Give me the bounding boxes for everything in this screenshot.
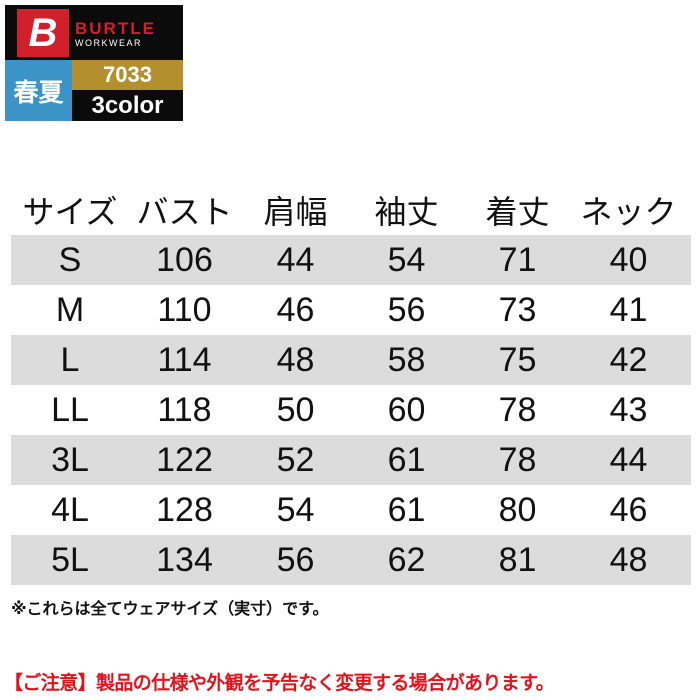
header-neck: ネック (580, 193, 677, 231)
cell-bust: 114 (157, 340, 212, 379)
cell-sleeve: 60 (387, 390, 426, 429)
cell-sleeve: 61 (387, 490, 426, 529)
cell-length: 75 (498, 340, 537, 379)
table-header-row: サイズ バスト 肩幅 袖丈 着丈 ネック (11, 185, 691, 235)
cell-bust: 118 (157, 390, 212, 429)
header-sleeve: 袖丈 (374, 193, 439, 231)
table-row: S 106 44 54 71 40 (11, 235, 691, 285)
brand-name: BURTLE (75, 19, 156, 38)
cell-size: M (55, 290, 85, 329)
table-row: 4L 128 54 61 80 46 (11, 485, 691, 535)
cell-length: 71 (498, 240, 537, 279)
burtle-b-logo-icon: B (17, 9, 69, 57)
cell-length: 73 (498, 290, 537, 329)
cell-size: L (60, 340, 80, 379)
cell-length: 81 (498, 540, 537, 579)
cell-size: 4L (51, 490, 89, 529)
cell-neck: 46 (609, 490, 648, 529)
logo-header: B BURTLE WORKWEAR (5, 5, 183, 60)
cell-bust: 128 (156, 490, 213, 529)
cell-bust: 106 (156, 240, 213, 279)
table-row: L 114 48 58 75 42 (11, 335, 691, 385)
cell-sleeve: 58 (387, 340, 426, 379)
header-shoulder: 肩幅 (263, 193, 328, 231)
brand-subtitle: WORKWEAR (75, 38, 142, 48)
cell-size: LL (51, 390, 89, 429)
cell-sleeve: 54 (387, 240, 426, 279)
cell-bust: 110 (157, 290, 212, 329)
cell-sleeve: 62 (387, 540, 426, 579)
cell-length: 80 (498, 490, 537, 529)
cell-size: 5L (51, 540, 89, 579)
size-table: サイズ バスト 肩幅 袖丈 着丈 ネック S 106 44 54 71 40 M 110 46 5… (11, 185, 691, 585)
cell-sleeve: 61 (387, 440, 426, 479)
cell-neck: 48 (609, 540, 648, 579)
cell-neck: 41 (609, 290, 648, 329)
cell-shoulder: 52 (276, 440, 315, 479)
color-count: 3color (72, 90, 183, 121)
caution-notice: 【ご注意】製品の仕様や外観を予告なく変更する場合があります。 (4, 672, 555, 694)
brand-logo-block: B BURTLE WORKWEAR 春夏 7033 3color (5, 5, 183, 121)
header-length: 着丈 (485, 193, 550, 231)
cell-sleeve: 56 (387, 290, 426, 329)
cell-neck: 44 (609, 440, 648, 479)
cell-neck: 42 (609, 340, 648, 379)
cell-length: 78 (498, 390, 537, 429)
header-bust: バスト (136, 193, 233, 231)
size-note: ※これらは全てウェアサイズ（実寸）です。 (11, 599, 329, 618)
cell-bust: 134 (156, 540, 213, 579)
cell-shoulder: 44 (276, 240, 315, 279)
cell-length: 78 (498, 440, 537, 479)
model-number: 7033 (72, 60, 183, 90)
table-row: 5L 134 56 62 81 48 (11, 535, 691, 585)
cell-neck: 40 (609, 240, 648, 279)
header-size: サイズ (22, 193, 118, 231)
cell-shoulder: 56 (276, 540, 315, 579)
cell-shoulder: 50 (276, 390, 315, 429)
cell-shoulder: 48 (276, 340, 315, 379)
season-label: 春夏 (5, 60, 72, 121)
cell-shoulder: 46 (276, 290, 315, 329)
table-row: 3L 122 52 61 78 44 (11, 435, 691, 485)
cell-neck: 43 (609, 390, 648, 429)
cell-size: S (58, 240, 82, 279)
cell-shoulder: 54 (276, 490, 315, 529)
table-row: LL 118 50 60 78 43 (11, 385, 691, 435)
cell-size: 3L (51, 440, 89, 479)
cell-bust: 122 (156, 440, 213, 479)
table-row: M 110 46 56 73 41 (11, 285, 691, 335)
